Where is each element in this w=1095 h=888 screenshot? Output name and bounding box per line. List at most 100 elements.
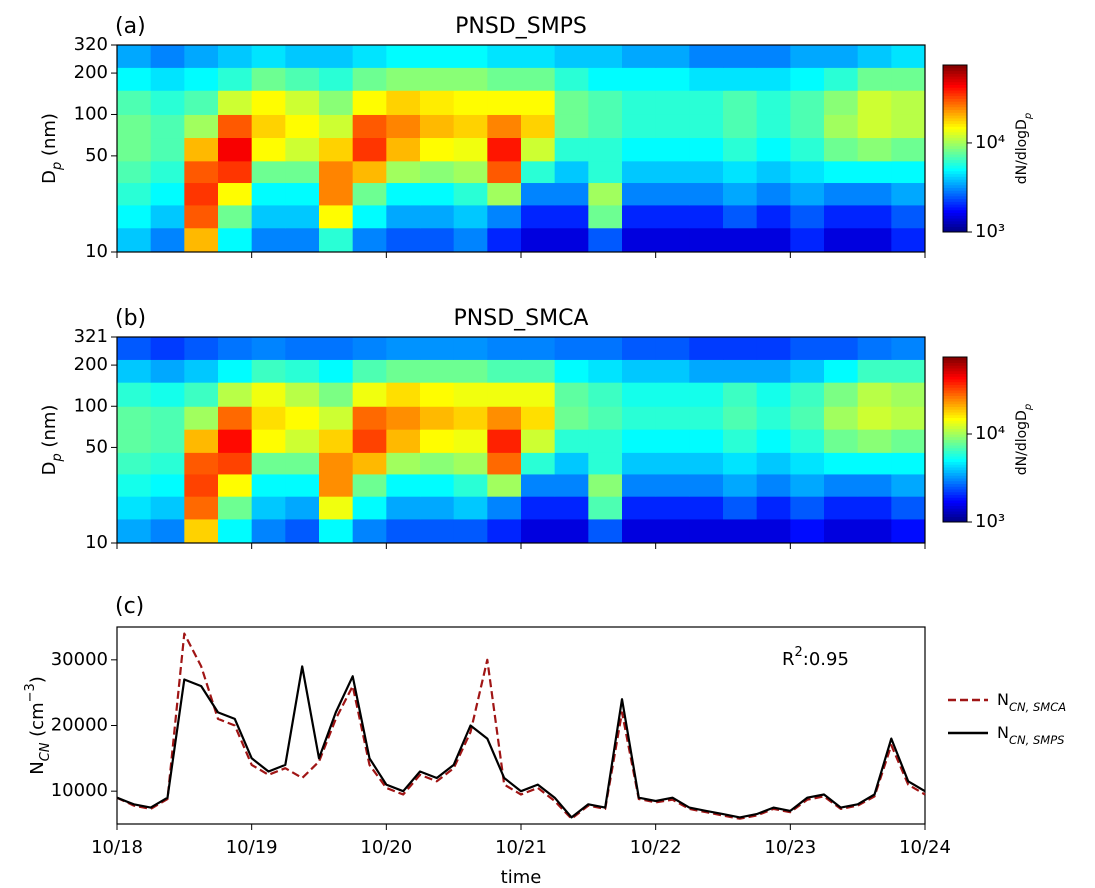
heatmap-cell <box>117 45 152 68</box>
heatmap-cell <box>588 429 623 453</box>
heatmap-cell <box>655 429 690 453</box>
heatmap-cell <box>184 90 219 115</box>
heatmap-cell <box>184 337 219 360</box>
heatmap-cell <box>285 473 320 497</box>
heatmap-cell <box>891 337 926 360</box>
heatmap-cell <box>521 137 556 162</box>
y-tick-label: 50 <box>85 436 108 457</box>
heatmap-cell <box>622 359 657 383</box>
heatmap-cell <box>689 359 724 383</box>
heatmap-cell <box>285 429 320 453</box>
heatmap-cell <box>352 45 387 68</box>
colorbar-slice <box>943 112 967 116</box>
series-line <box>116 665 926 819</box>
heatmap-cell <box>150 382 185 407</box>
colorbar-slice <box>943 519 967 523</box>
heatmap-cell <box>352 160 387 184</box>
colorbar-slice <box>943 445 967 449</box>
heatmap-cell <box>117 137 152 162</box>
colorbar-label: dN/dlogDp <box>1014 404 1034 476</box>
heatmap-cell <box>588 137 623 162</box>
heatmap-cell <box>655 67 690 91</box>
heatmap-cell <box>352 518 387 544</box>
heatmap-cell <box>756 406 791 430</box>
heatmap-cell <box>117 473 152 497</box>
colorbar-slice <box>943 84 967 88</box>
heatmap-cell <box>251 137 286 162</box>
colorbar-label: dN/dlogDp <box>1014 113 1034 185</box>
heatmap-cell <box>824 137 859 162</box>
heatmap-cell <box>521 359 556 383</box>
heatmap-cell <box>588 90 623 115</box>
heatmap-cell <box>521 337 556 360</box>
colorbar-slice <box>943 226 967 230</box>
heatmap-cell <box>453 204 488 229</box>
heatmap-cell <box>655 496 690 520</box>
heatmap-cell <box>689 90 724 115</box>
colorbar-slice <box>943 67 967 72</box>
colorbar-slice <box>943 131 967 136</box>
heatmap-cell <box>150 429 185 453</box>
heatmap-cell <box>319 227 354 253</box>
heatmap-cell <box>824 67 859 91</box>
heatmap-cell <box>487 182 522 206</box>
heatmap-cell <box>319 496 354 520</box>
colorbar-slice <box>943 154 967 158</box>
heatmap-cell <box>218 204 253 229</box>
heatmap-cell <box>386 204 421 229</box>
heatmap-cell <box>184 182 219 206</box>
colorbar-slice <box>943 409 967 413</box>
colorbar-slice <box>943 117 967 122</box>
heatmap-cell <box>554 406 589 430</box>
colorbar-slice <box>943 148 967 152</box>
heatmap-cell <box>857 429 892 453</box>
heatmap-cell <box>588 518 623 544</box>
heatmap-cell <box>655 160 690 184</box>
heatmap-cell <box>386 452 421 475</box>
heatmap-cell <box>756 337 791 360</box>
colorbar-slice <box>943 401 967 405</box>
heatmap-cell <box>588 204 623 229</box>
heatmap-cell <box>554 473 589 497</box>
heatmap-cell <box>420 160 455 184</box>
heatmap-cell <box>487 496 522 520</box>
heatmap-cell <box>622 137 657 162</box>
heatmap-cell <box>453 337 488 360</box>
heatmap-cell <box>251 45 286 68</box>
heatmap-cell <box>891 473 926 497</box>
heatmap-cell <box>420 406 455 430</box>
heatmap-cell <box>824 359 859 383</box>
colorbar-tick-label: 10⁴ <box>975 132 1005 153</box>
heatmap-cell <box>891 496 926 520</box>
heatmap-cell <box>285 90 320 115</box>
heatmap-cell <box>453 382 488 407</box>
y-tick-label: 320 <box>74 34 108 55</box>
heatmap-cell <box>588 114 623 139</box>
heatmap-cell <box>756 182 791 206</box>
heatmap-cell <box>824 496 859 520</box>
heatmap-cell <box>420 227 455 253</box>
colorbar-slice <box>943 513 967 517</box>
heatmap-cell <box>184 67 219 91</box>
heatmap-cell <box>655 204 690 229</box>
heatmap-cell <box>857 337 892 360</box>
colorbar-slice <box>943 491 967 495</box>
heatmap-cell <box>554 496 589 520</box>
heatmap-cell <box>352 90 387 115</box>
heatmap-cell <box>655 337 690 360</box>
colorbar-slice <box>943 145 967 149</box>
colorbar-slice <box>943 370 967 374</box>
colorbar-slice <box>943 95 967 99</box>
heatmap-cell <box>588 337 623 360</box>
colorbar-slice <box>943 101 967 105</box>
colorbar-slice <box>943 379 967 383</box>
heatmap-cell <box>723 518 758 544</box>
y-tick-label: 321 <box>74 326 108 347</box>
heatmap-cell <box>117 382 152 407</box>
heatmap-cell <box>824 160 859 184</box>
heatmap-cell <box>723 114 758 139</box>
heatmap-cell <box>689 496 724 520</box>
x-tick-label: 10/20 <box>360 837 412 858</box>
heatmap-cell <box>689 45 724 68</box>
heatmap-cell <box>622 518 657 544</box>
